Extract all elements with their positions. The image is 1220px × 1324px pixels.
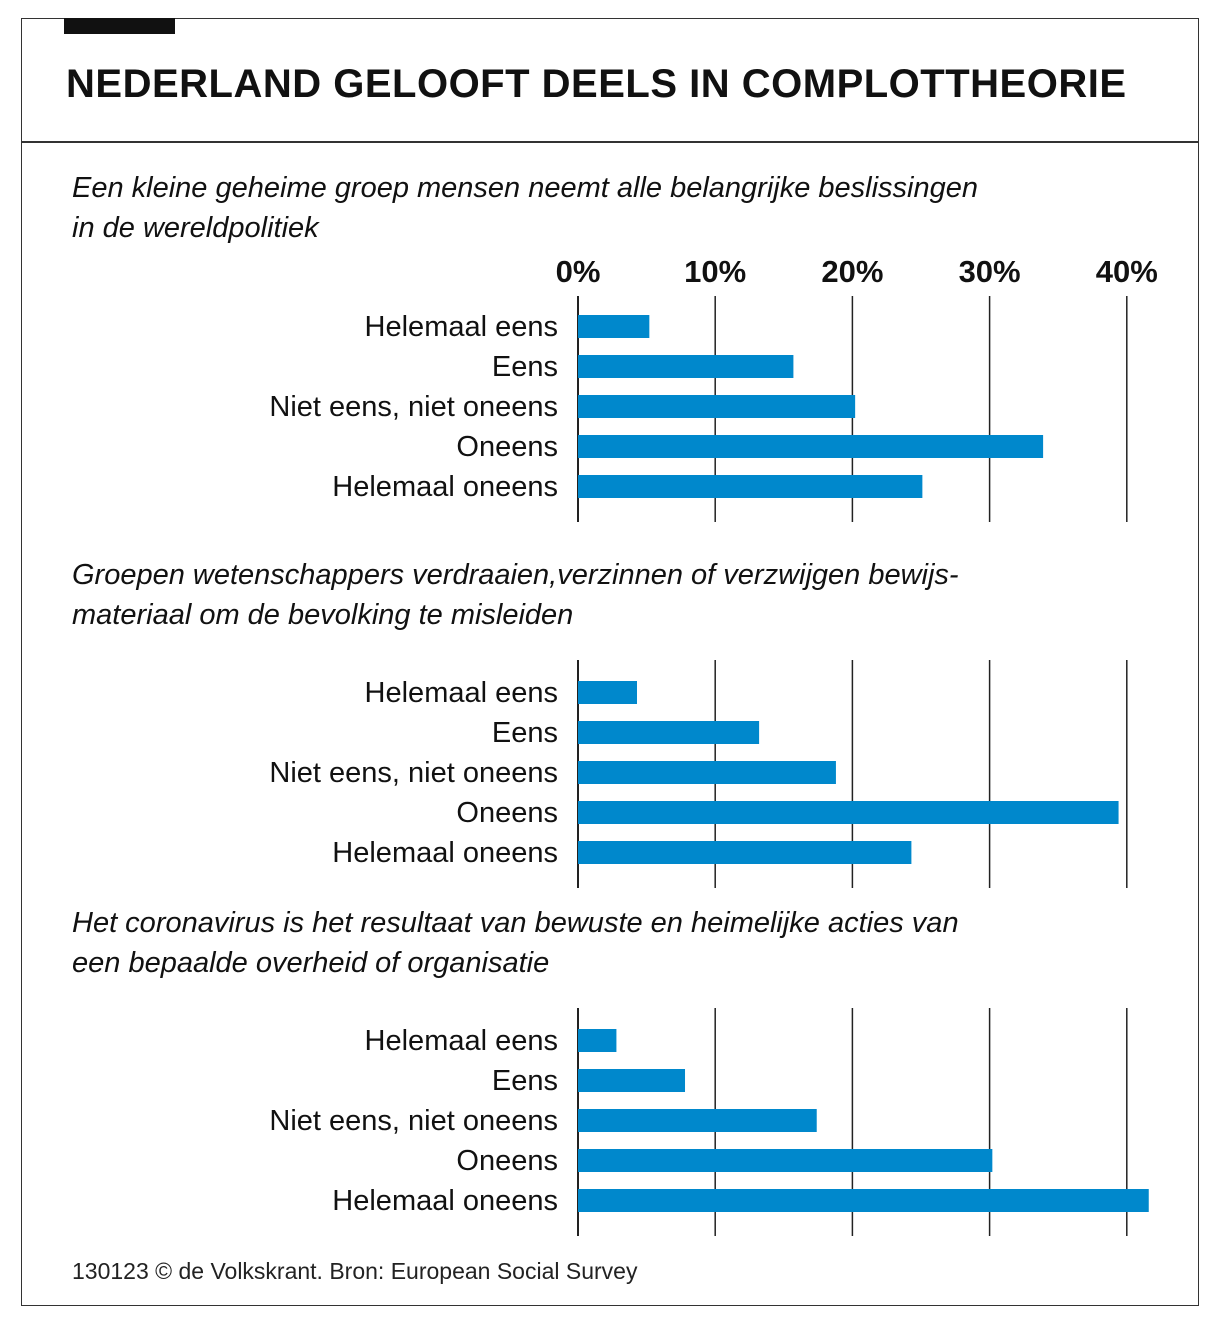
category-label: Helemaal eens	[365, 677, 558, 709]
x-tick-label: 40%	[1096, 254, 1158, 289]
category-label: Helemaal eens	[365, 1025, 558, 1057]
panel-title-line: een bepaalde overheid of organisatie	[72, 947, 549, 979]
category-label: Helemaal eens	[365, 311, 558, 343]
bar	[578, 1149, 993, 1172]
category-label: Niet eens, niet oneens	[269, 391, 558, 423]
x-tick-label: 20%	[821, 254, 883, 289]
bar	[578, 801, 1119, 824]
bar	[578, 761, 836, 784]
page-title: NEDERLAND GELOOFT DEELS IN COMPLOTTHEORI…	[66, 62, 1127, 106]
bar	[578, 1069, 686, 1092]
bar	[578, 1189, 1149, 1212]
category-label: Helemaal oneens	[332, 837, 558, 869]
x-tick-label: 0%	[556, 254, 601, 289]
category-label: Eens	[492, 351, 558, 383]
bar	[578, 721, 760, 744]
bar	[578, 395, 856, 418]
bar	[578, 681, 637, 704]
category-label: Oneens	[456, 431, 558, 463]
bar	[578, 355, 794, 378]
panel-title-line: Het coronavirus is het resultaat van bew…	[72, 907, 959, 939]
panel-title-line: materiaal om de bevolking te misleiden	[72, 599, 573, 631]
panel-title-line: Groepen wetenschappers verdraaien,verzin…	[72, 559, 959, 591]
bar	[578, 841, 912, 864]
chart-frame	[21, 18, 1199, 1306]
bar	[578, 435, 1044, 458]
panel-title-line: Een kleine geheime groep mensen neemt al…	[72, 172, 978, 204]
x-tick-label: 30%	[959, 254, 1021, 289]
x-tick-label: 10%	[684, 254, 746, 289]
category-label: Niet eens, niet oneens	[269, 757, 558, 789]
bar	[578, 1029, 617, 1052]
bar	[578, 1109, 817, 1132]
source-note: 130123 © de Volkskrant. Bron: European S…	[72, 1258, 638, 1284]
bar	[578, 475, 923, 498]
category-label: Eens	[492, 717, 558, 749]
bar	[578, 315, 650, 338]
brand-bar	[64, 18, 175, 34]
category-label: Helemaal oneens	[332, 471, 558, 503]
panel-title-line: in de wereldpolitiek	[72, 212, 320, 244]
category-label: Helemaal oneens	[332, 1185, 558, 1217]
category-label: Niet eens, niet oneens	[269, 1105, 558, 1137]
title-divider	[21, 141, 1199, 143]
category-label: Oneens	[456, 1145, 558, 1177]
category-label: Eens	[492, 1065, 558, 1097]
category-label: Oneens	[456, 797, 558, 829]
